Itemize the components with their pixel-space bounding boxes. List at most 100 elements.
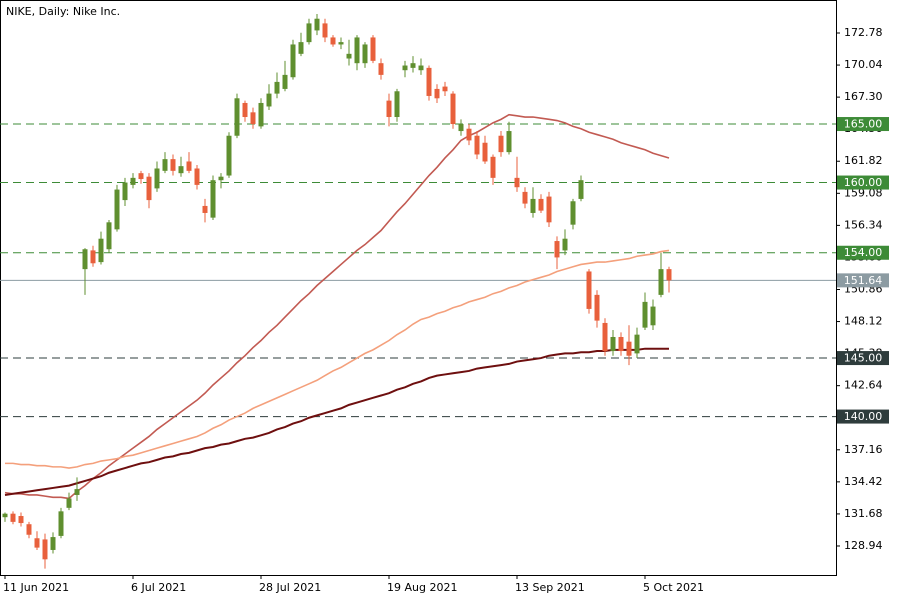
- candle-body: [218, 176, 224, 181]
- candle-body: [82, 249, 88, 270]
- candle-body: [378, 63, 384, 75]
- candle-body: [178, 166, 184, 174]
- candle-body: [554, 241, 560, 258]
- candle-body: [66, 498, 72, 508]
- y-tick-label: 137.16: [844, 443, 883, 456]
- x-tick-label: 28 Jul 2021: [259, 581, 321, 594]
- candle-body: [74, 489, 80, 495]
- y-tick-label: 128.94: [844, 539, 883, 552]
- candle-body: [322, 23, 328, 38]
- y-tick-label: 159.08: [844, 186, 883, 199]
- candle-body: [498, 135, 504, 153]
- y-tick-label: 131.68: [844, 507, 883, 520]
- x-tick-label: 6 Jul 2021: [131, 581, 186, 594]
- candle-body: [130, 177, 136, 185]
- chart-title: NIKE, Daily: Nike Inc.: [6, 5, 120, 18]
- level-box: [837, 351, 889, 366]
- y-tick-label: 142.64: [844, 379, 883, 392]
- x-tick-label: 13 Sep 2021: [515, 581, 585, 594]
- candle-body: [330, 37, 336, 45]
- candle-body: [346, 53, 352, 59]
- candle-body: [122, 182, 128, 201]
- candle-body: [170, 159, 176, 171]
- level-box: [837, 409, 889, 424]
- candle-body: [370, 37, 376, 61]
- candle-body: [258, 102, 264, 127]
- candle-body: [410, 63, 416, 68]
- candle-body: [570, 201, 576, 225]
- level-box: [837, 175, 889, 190]
- candle-body: [242, 102, 248, 118]
- moving-average: [5, 249, 670, 469]
- candle-body: [202, 205, 208, 213]
- candle-body: [234, 98, 240, 136]
- candle-body: [402, 65, 408, 71]
- candle-body: [490, 156, 496, 178]
- candle-body: [274, 81, 280, 94]
- candle-body: [282, 74, 288, 89]
- moving-average: [4, 113, 670, 500]
- candle-body: [2, 513, 8, 518]
- level-box: [837, 117, 889, 132]
- candle-body: [362, 44, 368, 64]
- candle-body: [354, 37, 360, 64]
- candle-body: [210, 180, 216, 218]
- candle-body: [394, 91, 400, 118]
- candle-body: [226, 135, 232, 176]
- y-tick-label: 167.30: [844, 90, 883, 103]
- candle-body: [50, 537, 56, 550]
- candle-body: [586, 271, 592, 309]
- price-box: [837, 273, 889, 288]
- candle-body: [10, 513, 16, 522]
- y-tick-label: 134.42: [844, 475, 883, 488]
- y-tick-label: 161.82: [844, 154, 883, 167]
- candle-body: [666, 269, 672, 281]
- candle-body: [594, 294, 600, 321]
- candle-body: [146, 176, 152, 201]
- candle-body: [90, 250, 96, 264]
- candle-body: [314, 18, 320, 31]
- candle-body: [306, 23, 312, 43]
- candle-body: [386, 100, 392, 118]
- candle-body: [34, 538, 40, 548]
- candle-body: [506, 131, 512, 153]
- candle-body: [426, 67, 432, 96]
- moving-average: [4, 347, 669, 496]
- candle-body: [546, 196, 552, 223]
- candle-body: [658, 269, 664, 295]
- candle-body: [458, 124, 464, 132]
- candle-body: [18, 516, 24, 524]
- y-tick-label: 170.04: [844, 58, 883, 71]
- candle-body: [194, 168, 200, 185]
- candle-body: [610, 336, 616, 352]
- price-label: 151.64: [844, 274, 883, 287]
- candle-body: [514, 177, 520, 188]
- candle-body: [634, 334, 640, 354]
- candle-body: [482, 142, 488, 162]
- level-label: 160.00: [844, 176, 883, 189]
- candle-body: [290, 44, 296, 78]
- candle-body: [106, 222, 112, 250]
- candle-body: [58, 511, 64, 536]
- candle-body: [626, 341, 632, 356]
- level-label: 140.00: [844, 410, 883, 423]
- candle-body: [650, 306, 656, 326]
- candle-body: [466, 128, 472, 141]
- candle-body: [442, 86, 448, 92]
- candle-body: [162, 159, 168, 171]
- candle-body: [434, 88, 440, 99]
- candle-body: [338, 42, 344, 45]
- candle-body: [114, 189, 120, 230]
- candle-body: [562, 238, 568, 251]
- candle-body: [642, 301, 648, 328]
- candle-body: [186, 161, 192, 171]
- candle-body: [42, 539, 48, 560]
- candle-body: [530, 198, 536, 213]
- candle-body: [154, 168, 160, 189]
- candle-body: [266, 93, 272, 107]
- x-tick-label: 19 Aug 2021: [387, 581, 457, 594]
- candle-body: [26, 524, 32, 535]
- level-label: 145.00: [844, 352, 883, 365]
